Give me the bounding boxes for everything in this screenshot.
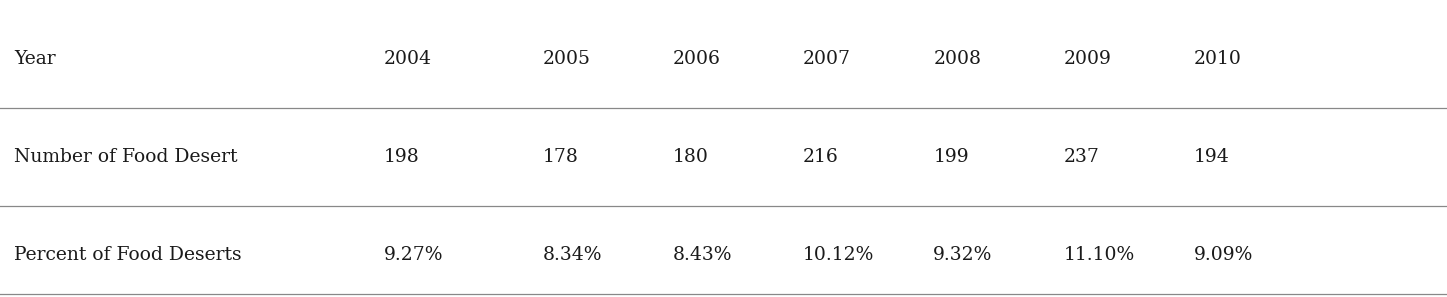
Text: 216: 216 bbox=[803, 148, 839, 166]
Text: 2010: 2010 bbox=[1194, 50, 1242, 68]
Text: Percent of Food Deserts: Percent of Food Deserts bbox=[14, 247, 242, 264]
Text: 9.09%: 9.09% bbox=[1194, 247, 1253, 264]
Text: 9.27%: 9.27% bbox=[383, 247, 443, 264]
Text: 194: 194 bbox=[1194, 148, 1230, 166]
Text: 199: 199 bbox=[933, 148, 969, 166]
Text: 2006: 2006 bbox=[673, 50, 721, 68]
Text: 2004: 2004 bbox=[383, 50, 431, 68]
Text: 9.32%: 9.32% bbox=[933, 247, 993, 264]
Text: 10.12%: 10.12% bbox=[803, 247, 874, 264]
Text: 2009: 2009 bbox=[1064, 50, 1111, 68]
Text: 198: 198 bbox=[383, 148, 420, 166]
Text: 237: 237 bbox=[1064, 148, 1100, 166]
Text: Number of Food Desert: Number of Food Desert bbox=[14, 148, 237, 166]
Text: 11.10%: 11.10% bbox=[1064, 247, 1134, 264]
Text: 8.34%: 8.34% bbox=[543, 247, 602, 264]
Text: Year: Year bbox=[14, 50, 56, 68]
Text: 8.43%: 8.43% bbox=[673, 247, 732, 264]
Text: 2005: 2005 bbox=[543, 50, 590, 68]
Text: 2008: 2008 bbox=[933, 50, 981, 68]
Text: 180: 180 bbox=[673, 148, 709, 166]
Text: 2007: 2007 bbox=[803, 50, 851, 68]
Text: 178: 178 bbox=[543, 148, 579, 166]
